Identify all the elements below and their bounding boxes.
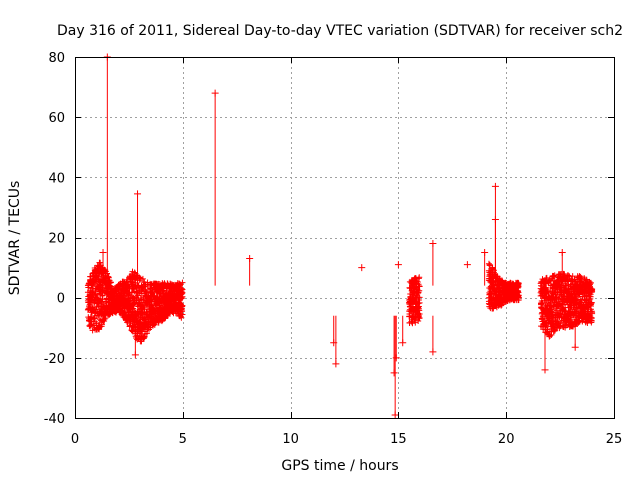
x-tick-label: 25 <box>606 432 623 447</box>
data-point <box>581 275 588 282</box>
outlier-point <box>571 343 579 351</box>
data-point <box>179 311 186 318</box>
data-point <box>589 288 596 295</box>
x-tick-label: 0 <box>71 432 79 447</box>
y-tick-label: -40 <box>44 412 65 427</box>
x-tick-label: 20 <box>498 432 515 447</box>
data-point <box>416 299 423 306</box>
y-tick-label: 40 <box>48 171 65 186</box>
data-point <box>565 272 572 279</box>
data-point <box>140 334 147 341</box>
outlier-point <box>491 182 499 190</box>
data-point <box>573 304 580 311</box>
data-point <box>588 318 595 325</box>
outlier-point <box>211 89 219 97</box>
outlier-point <box>558 249 566 257</box>
outlier-point <box>392 354 400 362</box>
data-point <box>415 296 422 303</box>
y-tick-label: 80 <box>48 51 65 66</box>
data-points <box>84 53 596 419</box>
x-axis-title: GPS time / hours <box>281 458 398 474</box>
outlier-point <box>246 255 254 263</box>
data-point <box>551 272 558 279</box>
data-point <box>179 279 186 286</box>
data-point <box>179 293 186 300</box>
outlier-point <box>429 240 437 248</box>
data-point <box>416 283 423 290</box>
x-tick-label: 10 <box>282 432 299 447</box>
outlier-point <box>358 264 366 272</box>
outlier-point <box>394 261 402 269</box>
data-point <box>102 298 109 305</box>
data-point <box>588 299 595 306</box>
outlier-point <box>332 360 340 368</box>
data-point <box>97 259 104 266</box>
data-point <box>131 269 138 276</box>
outlier-point <box>391 411 399 419</box>
outlier-point <box>99 249 107 257</box>
data-point <box>544 287 551 294</box>
x-tick-label: 15 <box>390 432 407 447</box>
outlier-point <box>481 249 489 257</box>
x-tick-label: 5 <box>179 432 187 447</box>
data-point <box>588 279 595 286</box>
data-point <box>489 264 496 271</box>
ticks: 0 5 10 15 20 25 -40 -20 0 20 40 60 80 <box>44 51 623 447</box>
data-point <box>515 294 522 301</box>
outlier-point <box>541 366 549 374</box>
data-point <box>416 274 423 281</box>
outlier-point <box>491 215 499 223</box>
data-point <box>88 314 95 321</box>
data-point <box>554 303 561 310</box>
outlier-point <box>134 190 142 198</box>
y-tick-label: -20 <box>44 352 65 367</box>
outlier-point <box>399 339 407 347</box>
data-point <box>179 302 186 309</box>
data-point <box>569 273 576 280</box>
data-point <box>178 314 185 321</box>
data-point <box>107 279 114 286</box>
chart-title: Day 316 of 2011, Sidereal Day-to-day VTE… <box>57 23 623 39</box>
data-point <box>98 321 105 328</box>
y-tick-label: 60 <box>48 111 65 126</box>
data-point <box>589 310 596 317</box>
y-axis-title: SDTVAR / TECUs <box>7 181 23 296</box>
data-point <box>550 273 557 280</box>
data-point <box>105 274 112 281</box>
data-point <box>515 280 522 287</box>
y-tick-label: 0 <box>57 292 65 307</box>
data-point <box>176 282 183 289</box>
outlier-point <box>463 261 471 269</box>
data-point <box>100 284 107 291</box>
grid <box>75 57 614 418</box>
data-point <box>416 294 423 301</box>
data-point <box>416 314 423 321</box>
y-tick-label: 20 <box>48 232 65 247</box>
outlier-point <box>429 348 437 356</box>
data-point <box>92 318 99 325</box>
outlier-point <box>390 369 398 377</box>
data-point <box>93 306 100 313</box>
data-point <box>102 315 109 322</box>
data-point <box>143 288 150 295</box>
outlier-point <box>131 351 139 359</box>
